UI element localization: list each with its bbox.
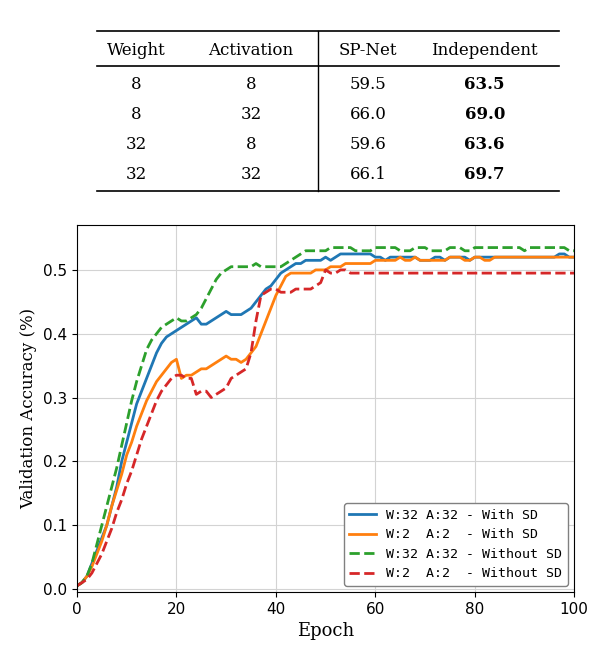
X-axis label: Epoch: Epoch <box>297 622 354 640</box>
Text: 66.0: 66.0 <box>349 107 387 124</box>
Text: 69.0: 69.0 <box>465 107 505 124</box>
Text: 32: 32 <box>126 166 147 183</box>
Text: Activation: Activation <box>208 43 294 59</box>
Text: 32: 32 <box>126 136 147 153</box>
Text: 32: 32 <box>240 107 262 124</box>
Text: 32: 32 <box>240 166 262 183</box>
Text: Weight: Weight <box>107 43 166 59</box>
Text: 63.5: 63.5 <box>465 76 505 93</box>
Text: Independent: Independent <box>432 43 538 59</box>
Text: 8: 8 <box>246 136 256 153</box>
Text: 63.6: 63.6 <box>465 136 505 153</box>
Legend: W:32 A:32 - With SD, W:2  A:2  - With SD, W:32 A:32 - Without SD, W:2  A:2  - Wi: W:32 A:32 - With SD, W:2 A:2 - With SD, … <box>344 503 568 586</box>
Text: 8: 8 <box>131 107 142 124</box>
Text: 59.6: 59.6 <box>349 136 386 153</box>
Text: 69.7: 69.7 <box>465 166 505 183</box>
Y-axis label: Validation Accuracy (%): Validation Accuracy (%) <box>21 308 37 509</box>
Text: 66.1: 66.1 <box>349 166 387 183</box>
Text: 8: 8 <box>246 76 256 93</box>
Text: SP-Net: SP-Net <box>339 43 397 59</box>
Text: 8: 8 <box>131 76 142 93</box>
Text: 59.5: 59.5 <box>349 76 386 93</box>
